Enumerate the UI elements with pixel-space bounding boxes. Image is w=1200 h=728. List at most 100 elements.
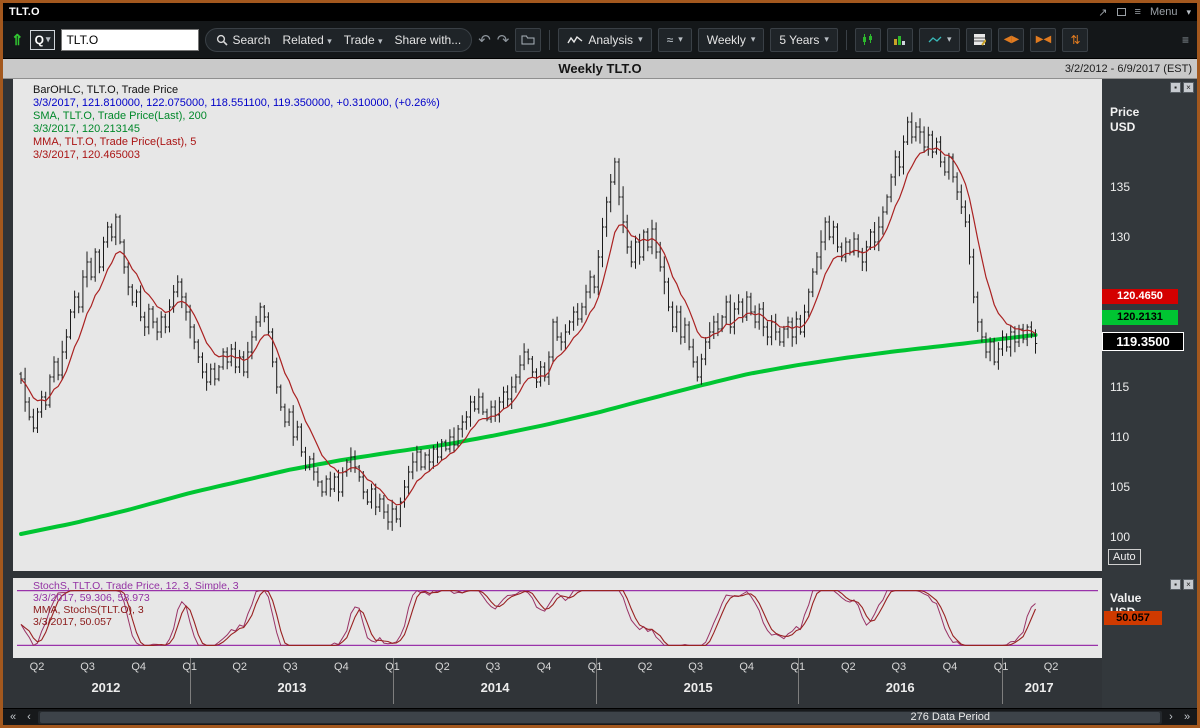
window-title: TLT.O xyxy=(9,6,40,18)
quarter-tick-label: Q2 xyxy=(840,661,856,673)
year-axis-row: 2012 2013 2014 2015 2016 2017 xyxy=(13,676,1102,704)
quarter-tick-label: Q2 xyxy=(1043,661,1059,673)
legend-stoch-values: 3/3/2017, 59.306, 58.973 xyxy=(33,592,150,604)
stochastic-chart-canvas[interactable] xyxy=(13,578,1102,658)
waves-caret-icon: ▾ xyxy=(678,34,683,44)
panel-restore-icon[interactable]: ▪ xyxy=(1170,579,1181,590)
expand-horizontal-button[interactable]: ◀▶ xyxy=(998,27,1025,52)
period-select[interactable]: 5 Years ▾ xyxy=(770,27,838,52)
undo-icon[interactable]: ↶ xyxy=(478,31,491,49)
year-boundary-line xyxy=(595,658,597,704)
year-boundary-line xyxy=(798,658,800,704)
y-axis-tick-label: 115 xyxy=(1110,380,1130,394)
time-axis: Q2 Q3 Q4 Q1 Q2 Q3 Q4 Q1 Q2 Q3 Q4 Q1 Q2 Q3 Q4 Q1 Q2 Q3 Q4 Q1… xyxy=(13,658,1102,708)
y-axis-tick-label: 100 xyxy=(1110,530,1131,544)
quarter-tick-label: Q3 xyxy=(282,661,298,673)
wave-overlay-button[interactable]: ≈ ▾ xyxy=(657,27,692,52)
restore-window-icon[interactable] xyxy=(1116,8,1126,16)
interval-select[interactable]: Weekly ▾ xyxy=(697,27,765,52)
open-layout-button[interactable] xyxy=(515,27,542,52)
year-tick-label: 2012 xyxy=(91,680,121,695)
year-boundary-line xyxy=(190,658,192,704)
chart-header: Weekly TLT.O 3/2/2012 - 6/9/2017 (EST) xyxy=(3,59,1197,79)
quote-app-button[interactable]: Q ▾ xyxy=(29,29,56,50)
auto-scale-button[interactable]: Auto xyxy=(1108,549,1141,565)
scroll-left-icon[interactable]: ‹ xyxy=(27,710,31,723)
scroll-far-right-icon[interactable]: » xyxy=(1183,710,1191,723)
price-panel[interactable]: BarOHLC, TLT.O, Trade Price 3/3/2017, 12… xyxy=(13,79,1102,571)
up-down-arrows-icon: ⇅ xyxy=(1070,32,1081,47)
folder-icon xyxy=(521,35,535,45)
green-up-arrow-icon[interactable]: ⇑ xyxy=(11,31,24,49)
quarter-tick-label: Q1 xyxy=(994,661,1009,673)
legend-mma-value: 3/3/2017, 120.465003 xyxy=(33,149,141,161)
analysis-button[interactable]: Analysis ▾ xyxy=(558,27,652,52)
scrollbar-thumb[interactable] xyxy=(40,711,1160,723)
quarter-tick-label: Q4 xyxy=(334,661,349,673)
line-style-caret-icon: ▾ xyxy=(946,34,952,44)
year-tick-label: 2016 xyxy=(885,680,915,695)
share-menu-item[interactable]: Share with... xyxy=(394,32,462,47)
trade-menu-item[interactable]: Trade ▾ xyxy=(343,32,383,47)
price-legend: BarOHLC, TLT.O, Trade Price 3/3/2017, 12… xyxy=(33,84,440,162)
redo-icon[interactable]: ↷ xyxy=(496,31,510,49)
panel-restore-icon[interactable]: ▪ xyxy=(1170,82,1181,93)
plot-column: BarOHLC, TLT.O, Trade Price 3/3/2017, 12… xyxy=(3,79,1102,708)
legend-bar-values: 3/3/2017, 121.810000, 122.075000, 118.55… xyxy=(33,97,440,109)
quarter-tick-label: Q2 xyxy=(637,661,653,673)
quarter-tick-label: Q3 xyxy=(891,661,907,673)
menu-button[interactable]: Menu xyxy=(1149,6,1178,18)
popout-icon[interactable]: ↗ xyxy=(1098,6,1108,19)
main-toolbar: ⇑ Q ▾ Search Related ▾ Trade ▾ Share wit… xyxy=(3,21,1197,59)
period-caret-icon: ▾ xyxy=(824,34,829,44)
toolbar-overflow-icon[interactable]: ≡ xyxy=(1181,32,1189,47)
scroll-far-left-icon[interactable]: « xyxy=(9,710,17,723)
scroll-right-icon[interactable]: › xyxy=(1169,710,1173,723)
related-menu-item[interactable]: Related ▾ xyxy=(282,32,332,47)
legend-mma-series: MMA, TLT.O, Trade Price(Last), 5 xyxy=(33,136,197,148)
line-chart-icon xyxy=(928,36,942,42)
panel-close-icon[interactable]: × xyxy=(1183,82,1194,93)
collapse-horizontal-button[interactable]: ▶◀ xyxy=(1030,27,1057,52)
vertical-scale-button[interactable]: ⇅ xyxy=(1062,27,1089,52)
data-period-label: 276 Data Period xyxy=(910,710,991,723)
menu-caret-icon: ▾ xyxy=(1186,6,1191,17)
year-boundary-line xyxy=(1001,658,1003,704)
price-chart-canvas[interactable] xyxy=(13,79,1102,571)
y-axis-tick-label: 135 xyxy=(1110,180,1131,194)
search-icon xyxy=(217,34,229,46)
chart-type-button[interactable] xyxy=(886,27,913,52)
line-style-button[interactable]: ▾ xyxy=(918,27,961,52)
quarter-tick-label: Q4 xyxy=(739,661,755,673)
toolbar-divider xyxy=(549,29,551,50)
stochastic-panel[interactable]: StochS, TLT.O, Trade Price, 12, 3, Simpl… xyxy=(13,578,1102,658)
panel-divider xyxy=(13,571,1102,578)
last-price-flag: 119.3500 xyxy=(1102,332,1184,351)
collapse-arrows-icon: ▶◀ xyxy=(1035,34,1052,45)
time-scrollbar: « ‹ 276 Data Period › » xyxy=(3,708,1197,725)
scrollbar-track[interactable]: 276 Data Period xyxy=(38,710,1162,724)
symbol-input[interactable] xyxy=(61,28,200,51)
stoch-value-flag: 50.057 xyxy=(1104,611,1162,625)
bar-chart-icon xyxy=(894,36,906,45)
value-axis-title: Value xyxy=(1110,591,1142,605)
price-axis-column: ▪ × Price USD 120.4650 120.2131 119.3500… xyxy=(1102,79,1197,708)
quarter-tick-label: Q1 xyxy=(790,661,805,673)
menu-button-group: Search Related ▾ Trade ▾ Share with... xyxy=(205,27,473,52)
chart-title: Weekly TLT.O xyxy=(558,61,642,76)
legend-stoch-mma-value: 3/3/2017, 50.057 xyxy=(33,616,112,628)
price-axis-title: Price xyxy=(1110,105,1140,119)
year-tick-label: 2013 xyxy=(277,680,307,695)
y-axis-tick-label: 110 xyxy=(1110,430,1130,444)
quarter-tick-label: Q4 xyxy=(536,661,552,673)
quarter-tick-label: Q3 xyxy=(485,661,501,673)
legend-sma-series: SMA, TLT.O, Trade Price(Last), 200 xyxy=(33,110,207,122)
search-menu-item[interactable]: Search xyxy=(216,33,270,47)
menu-icon[interactable]: ≡ xyxy=(1134,6,1141,18)
edit-grid-button[interactable] xyxy=(966,27,993,52)
quarter-tick-label: Q4 xyxy=(942,661,958,673)
bar-style-button[interactable] xyxy=(854,27,881,52)
year-tick-label: 2017 xyxy=(1024,680,1054,695)
panel-close-icon[interactable]: × xyxy=(1183,579,1194,590)
quarter-axis-row: Q2 Q3 Q4 Q1 Q2 Q3 Q4 Q1 Q2 Q3 Q4 Q1 Q2 Q3 Q4 Q1 Q2 Q3 Q4 Q1… xyxy=(13,658,1102,676)
